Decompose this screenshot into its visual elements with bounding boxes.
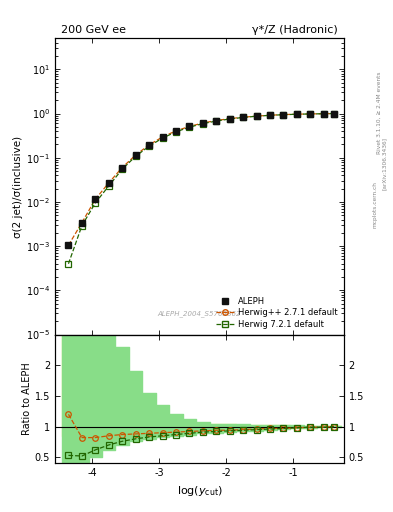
Text: [arXiv:1306.3436]: [arXiv:1306.3436] bbox=[382, 137, 387, 190]
Y-axis label: σ(2 jet)/σ(inclusive): σ(2 jet)/σ(inclusive) bbox=[13, 136, 23, 238]
Text: mcplots.cern.ch: mcplots.cern.ch bbox=[373, 181, 378, 228]
X-axis label: $\log(y_{\rm cut})$: $\log(y_{\rm cut})$ bbox=[176, 484, 222, 498]
Text: γ*/Z (Hadronic): γ*/Z (Hadronic) bbox=[252, 26, 338, 35]
Legend: ALEPH, Herwig++ 2.7.1 default, Herwig 7.2.1 default: ALEPH, Herwig++ 2.7.1 default, Herwig 7.… bbox=[214, 295, 340, 330]
Text: Rivet 3.1.10, ≥ 2.4M events: Rivet 3.1.10, ≥ 2.4M events bbox=[377, 71, 382, 154]
Text: ALEPH_2004_S5765862: ALEPH_2004_S5765862 bbox=[158, 310, 241, 317]
Text: 200 GeV ee: 200 GeV ee bbox=[61, 26, 126, 35]
Y-axis label: Ratio to ALEPH: Ratio to ALEPH bbox=[22, 362, 32, 435]
